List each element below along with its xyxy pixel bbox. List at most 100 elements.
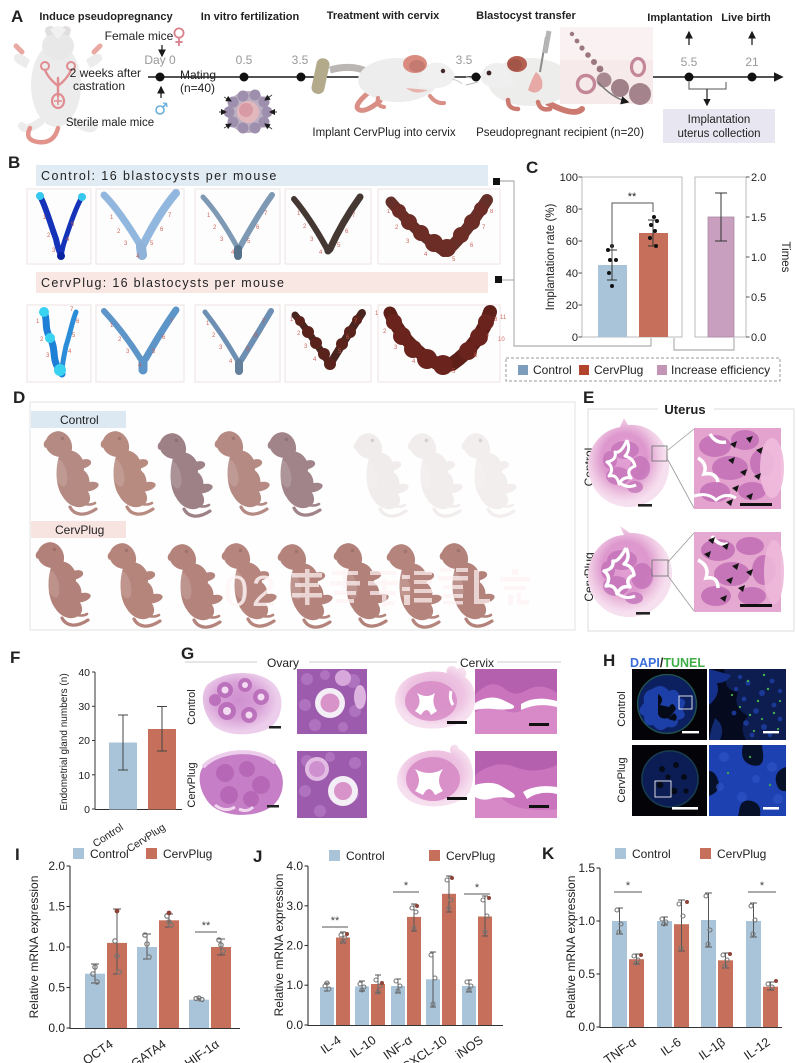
svg-text:Pseudopregnant recipient (n=20: Pseudopregnant recipient (n=20) — [476, 127, 644, 139]
svg-text:Treatment with cervix: Treatment with cervix — [327, 10, 440, 22]
svg-text:Induce pseudopregnancy: Induce pseudopregnancy — [39, 11, 173, 23]
svg-text:0.5: 0.5 — [48, 981, 65, 995]
svg-text:0.5: 0.5 — [236, 53, 253, 67]
svg-text:7: 7 — [170, 319, 174, 325]
svg-text:2: 2 — [117, 229, 121, 235]
svg-text:Control: Control — [533, 363, 572, 377]
svg-text:7: 7 — [70, 307, 74, 313]
svg-text:6: 6 — [474, 353, 478, 359]
svg-text:5: 5 — [452, 369, 456, 375]
svg-text:IL-1β: IL-1β — [696, 1035, 728, 1063]
svg-text:3: 3 — [124, 241, 128, 247]
svg-text:2: 2 — [212, 333, 216, 339]
svg-text:0.0: 0.0 — [751, 332, 766, 344]
svg-text:3: 3 — [220, 237, 224, 243]
svg-text:4: 4 — [68, 349, 72, 355]
svg-text:1: 1 — [387, 209, 391, 215]
svg-text:Mating: Mating — [180, 68, 216, 82]
svg-text:Control: Control — [632, 847, 671, 861]
svg-text:4: 4 — [412, 359, 416, 365]
svg-text:Endometrial gland numbers (n): Endometrial gland numbers (n) — [59, 673, 70, 810]
svg-text:Implant CervPlug into cervix: Implant CervPlug into cervix — [312, 127, 455, 139]
svg-text:3: 3 — [310, 237, 314, 243]
svg-text:uterus collection: uterus collection — [677, 128, 760, 140]
svg-text:1: 1 — [36, 319, 40, 325]
svg-text:1.5: 1.5 — [751, 212, 766, 224]
svg-text:6: 6 — [76, 319, 80, 325]
svg-text:21: 21 — [745, 55, 759, 69]
svg-text:Female mice: Female mice — [105, 29, 174, 43]
svg-text:3: 3 — [394, 345, 398, 351]
svg-text:10: 10 — [78, 770, 90, 782]
svg-text:0.0: 0.0 — [286, 1018, 303, 1032]
svg-text:2: 2 — [303, 224, 307, 230]
svg-text:1: 1 — [290, 317, 294, 323]
svg-text:1.5: 1.5 — [578, 861, 595, 875]
svg-text:5: 5 — [337, 243, 341, 249]
svg-text:Relative mRNA expression: Relative mRNA expression — [564, 876, 578, 1019]
svg-text:Sterile male mice: Sterile male mice — [66, 117, 154, 129]
svg-text:4: 4 — [231, 250, 235, 256]
svg-text:Control: 16 blastocysts per mo: Control: 16 blastocysts per mouse — [41, 169, 278, 183]
svg-text:IL-12: IL-12 — [741, 1035, 772, 1063]
svg-text:3.0: 3.0 — [286, 899, 303, 913]
svg-text:0.5: 0.5 — [578, 967, 595, 981]
svg-text:4: 4 — [66, 237, 70, 243]
svg-text:4: 4 — [424, 252, 428, 258]
svg-text:Day 0: Day 0 — [144, 53, 176, 67]
svg-text:02: 02 — [224, 567, 279, 616]
svg-text:CervPlug: CervPlug — [446, 849, 495, 863]
svg-text:IL-10: IL-10 — [347, 1033, 378, 1061]
svg-text:5: 5 — [246, 347, 250, 353]
svg-text:1: 1 — [110, 215, 114, 221]
svg-text:2: 2 — [47, 233, 51, 239]
svg-text:2: 2 — [383, 329, 387, 335]
svg-text:Increase efficiency: Increase efficiency — [671, 363, 770, 377]
svg-text:CervPlug: CervPlug — [186, 762, 198, 807]
svg-text:CervPlug: CervPlug — [163, 847, 212, 861]
svg-text:2: 2 — [395, 225, 399, 231]
svg-text:OCT4: OCT4 — [80, 1037, 115, 1063]
svg-text:3: 3 — [219, 345, 223, 351]
svg-text:CervPlug: CervPlug — [717, 847, 766, 861]
svg-text:100: 100 — [560, 172, 578, 184]
svg-text:80: 80 — [566, 204, 578, 216]
svg-text:3: 3 — [126, 349, 130, 355]
svg-text:2: 2 — [213, 225, 217, 231]
svg-text:DAPI/TUNEL: DAPI/TUNEL — [630, 656, 705, 670]
svg-text:CervPlug: CervPlug — [55, 523, 104, 537]
svg-text:Relative mRNA expression: Relative mRNA expression — [27, 876, 41, 1019]
svg-text:3: 3 — [52, 248, 56, 254]
svg-text:*: * — [760, 880, 765, 892]
svg-text:GATA4: GATA4 — [129, 1037, 169, 1063]
svg-text:Control: Control — [186, 689, 198, 724]
svg-text:Ovary: Ovary — [267, 656, 299, 670]
svg-text:Control: Control — [90, 847, 129, 861]
svg-text:3.5: 3.5 — [456, 53, 473, 67]
svg-text:Times: Times — [779, 242, 791, 273]
svg-text:Control: Control — [60, 413, 99, 427]
svg-text:**: ** — [202, 920, 211, 932]
svg-text:60: 60 — [566, 236, 578, 248]
svg-text:6: 6 — [345, 229, 349, 235]
svg-text:Cervix: Cervix — [460, 656, 494, 670]
svg-text:1: 1 — [375, 311, 379, 317]
svg-text:1: 1 — [297, 211, 301, 217]
svg-text:5: 5 — [247, 239, 251, 245]
svg-text:6: 6 — [162, 335, 166, 341]
svg-text:CervPlug: 16 blastocysts per m: CervPlug: 16 blastocysts per mouse — [41, 276, 285, 290]
svg-text:5: 5 — [152, 349, 156, 355]
svg-text:CervPlug: CervPlug — [616, 757, 628, 802]
svg-text:40: 40 — [566, 268, 578, 280]
svg-text:Relative mRNA expression: Relative mRNA expression — [272, 874, 286, 1017]
svg-text:2.0: 2.0 — [48, 859, 65, 873]
svg-text:0.5: 0.5 — [751, 292, 766, 304]
svg-text:HIF-1α: HIF-1α — [182, 1037, 222, 1063]
svg-text:5: 5 — [150, 241, 154, 247]
svg-text:2.0: 2.0 — [286, 939, 303, 953]
svg-text:castration: castration — [73, 79, 125, 93]
svg-text:Implantation: Implantation — [688, 114, 751, 126]
svg-text:11: 11 — [500, 315, 507, 321]
svg-text:**: ** — [628, 191, 637, 203]
svg-text:3: 3 — [304, 344, 308, 350]
